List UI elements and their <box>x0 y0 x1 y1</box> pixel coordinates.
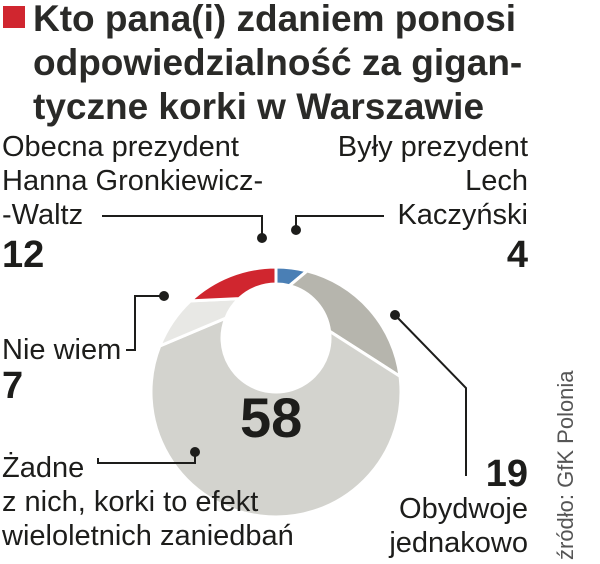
label-line: wieloletnich zaniedbań <box>2 520 294 552</box>
title-line: Kto pana(i) zdaniem ponosi <box>33 0 517 39</box>
label-line: Kaczyński <box>397 199 528 231</box>
label-both: Obydwoje jednakowo <box>389 492 528 560</box>
leader-line-both <box>394 314 467 476</box>
leader-line-hgw <box>102 215 263 236</box>
label-line: Żadne <box>2 452 85 484</box>
label-dontknow: Nie wiem <box>2 333 121 367</box>
label-line: Obydwoje <box>399 493 528 525</box>
label-line: -Waltz <box>2 199 84 231</box>
leader-dot <box>390 310 400 320</box>
leader-dot <box>159 291 169 301</box>
leader-dot <box>257 233 267 243</box>
title-marker <box>3 6 25 28</box>
label-line: Lech <box>465 165 528 197</box>
label-line: z nich, korki to efekt <box>2 486 259 518</box>
value-both: 19 <box>485 453 528 495</box>
label-line: Nie wiem <box>2 334 122 366</box>
leader-line-lk <box>295 215 384 228</box>
leader-dot <box>190 447 200 457</box>
label-none: Żadne z nich, korki to efekt wieloletnic… <box>2 451 294 553</box>
value-hgw: 12 <box>2 234 45 276</box>
source-note: źródło: GfK Polonia <box>553 370 578 560</box>
label-hgw: Obecna prezydent Hanna Gronkiewicz- -Wal… <box>2 130 263 232</box>
leader-dot <box>291 225 301 235</box>
label-lk: Były prezydent Lech Kaczyński <box>338 130 528 232</box>
chart-title: Kto pana(i) zdaniem ponosi odpowiedzialn… <box>33 0 593 129</box>
donut-hole <box>222 284 330 392</box>
title-line: odpowiedzialność za gigan- <box>33 42 523 83</box>
label-line: Były prezydent <box>337 131 528 163</box>
label-line: Obecna prezydent <box>2 131 239 163</box>
label-line: jednakowo <box>389 527 528 559</box>
value-dontknow: 7 <box>2 365 24 407</box>
leader-line-dontknow <box>126 295 164 351</box>
label-line: Hanna Gronkiewicz- <box>2 165 264 197</box>
value-none: 58 <box>240 386 303 449</box>
donut-slice <box>186 265 278 303</box>
title-line: tyczne korki w Warszawie <box>33 86 485 127</box>
value-lk: 4 <box>506 234 528 276</box>
leader-line-none <box>97 452 196 464</box>
